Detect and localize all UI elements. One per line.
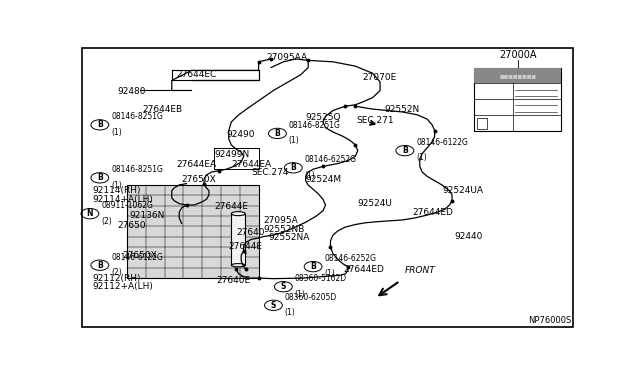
Text: 08146-8251G: 08146-8251G <box>111 112 163 121</box>
Text: FRONT: FRONT <box>405 266 436 275</box>
Text: ■■■■■■■■: ■■■■■■■■ <box>499 73 536 78</box>
Text: 08360-5162D: 08360-5162D <box>295 274 347 283</box>
Ellipse shape <box>231 212 245 216</box>
Text: 27640: 27640 <box>236 228 265 237</box>
Text: 27644EC: 27644EC <box>177 70 217 79</box>
Text: 92112(RH): 92112(RH) <box>92 273 141 283</box>
Text: B: B <box>291 163 296 172</box>
Text: 27644ED: 27644ED <box>343 265 384 274</box>
Text: N: N <box>86 209 93 218</box>
Text: (1): (1) <box>285 308 296 317</box>
Text: 27644E: 27644E <box>214 202 248 211</box>
Text: 92136N: 92136N <box>129 211 165 219</box>
Text: 92114+A(LH): 92114+A(LH) <box>92 195 153 204</box>
Text: 08360-6205D: 08360-6205D <box>285 293 337 302</box>
Text: 92499N: 92499N <box>214 150 249 160</box>
Text: (1): (1) <box>111 128 122 137</box>
Text: B: B <box>275 129 280 138</box>
Text: S: S <box>271 301 276 310</box>
Text: NP76000S: NP76000S <box>528 316 571 326</box>
Text: 27650: 27650 <box>117 221 146 230</box>
Text: 92114(RH): 92114(RH) <box>92 186 141 195</box>
Text: 92552NB: 92552NB <box>264 225 305 234</box>
Text: 92440: 92440 <box>454 232 483 241</box>
Text: B: B <box>402 146 408 155</box>
Text: 27070E: 27070E <box>363 73 397 82</box>
Text: 92112+A(LH): 92112+A(LH) <box>92 282 153 291</box>
Text: 27644EA: 27644EA <box>231 160 271 169</box>
Text: 08146-8251G: 08146-8251G <box>111 166 163 174</box>
Text: (2): (2) <box>111 268 122 277</box>
Text: B: B <box>310 262 316 271</box>
Text: 27000A: 27000A <box>499 50 536 60</box>
Text: 08146-6122G: 08146-6122G <box>111 253 163 262</box>
Text: 08911-1062G: 08911-1062G <box>101 201 153 210</box>
Text: 27644E: 27644E <box>229 242 263 251</box>
Text: 92525Q: 92525Q <box>306 113 341 122</box>
Text: (1): (1) <box>416 154 427 163</box>
Text: 92524U: 92524U <box>358 199 392 208</box>
Text: S: S <box>281 282 286 291</box>
Text: 08146-8251G: 08146-8251G <box>289 121 340 130</box>
Text: 27650X: 27650X <box>122 251 157 260</box>
Bar <box>477 118 487 129</box>
Text: B: B <box>97 121 102 129</box>
Text: 92552NA: 92552NA <box>269 234 310 243</box>
Bar <box>474 68 561 83</box>
Text: 27095A: 27095A <box>264 216 298 225</box>
Text: B: B <box>97 173 102 182</box>
Text: (2): (2) <box>101 217 112 225</box>
Text: SEC.271: SEC.271 <box>356 116 394 125</box>
Text: 08146-6252G: 08146-6252G <box>324 254 376 263</box>
Text: (1): (1) <box>111 181 122 190</box>
Text: 92480: 92480 <box>117 87 146 96</box>
Text: 92524UA: 92524UA <box>442 186 483 195</box>
Text: (1): (1) <box>305 171 316 180</box>
Bar <box>474 68 561 131</box>
Text: 27644EA: 27644EA <box>177 160 217 169</box>
Text: 27644ED: 27644ED <box>412 208 453 217</box>
Text: 27640E: 27640E <box>216 276 250 285</box>
Text: 92490: 92490 <box>227 130 255 140</box>
Text: B: B <box>97 261 102 270</box>
Text: 27095AA: 27095AA <box>266 53 307 62</box>
Text: (1): (1) <box>289 136 300 145</box>
Text: 08146-6122G: 08146-6122G <box>416 138 468 147</box>
Ellipse shape <box>231 264 245 267</box>
Text: 92552N: 92552N <box>385 105 420 113</box>
Text: SEC.274: SEC.274 <box>251 168 289 177</box>
Text: 27644EB: 27644EB <box>142 105 182 113</box>
Bar <box>231 214 245 265</box>
Text: (1): (1) <box>324 269 335 279</box>
Text: (1): (1) <box>295 289 305 299</box>
Text: 27650X: 27650X <box>182 175 216 184</box>
Bar <box>127 185 259 278</box>
Text: 92524M: 92524M <box>306 175 342 184</box>
Text: 08146-6252G: 08146-6252G <box>305 155 356 164</box>
